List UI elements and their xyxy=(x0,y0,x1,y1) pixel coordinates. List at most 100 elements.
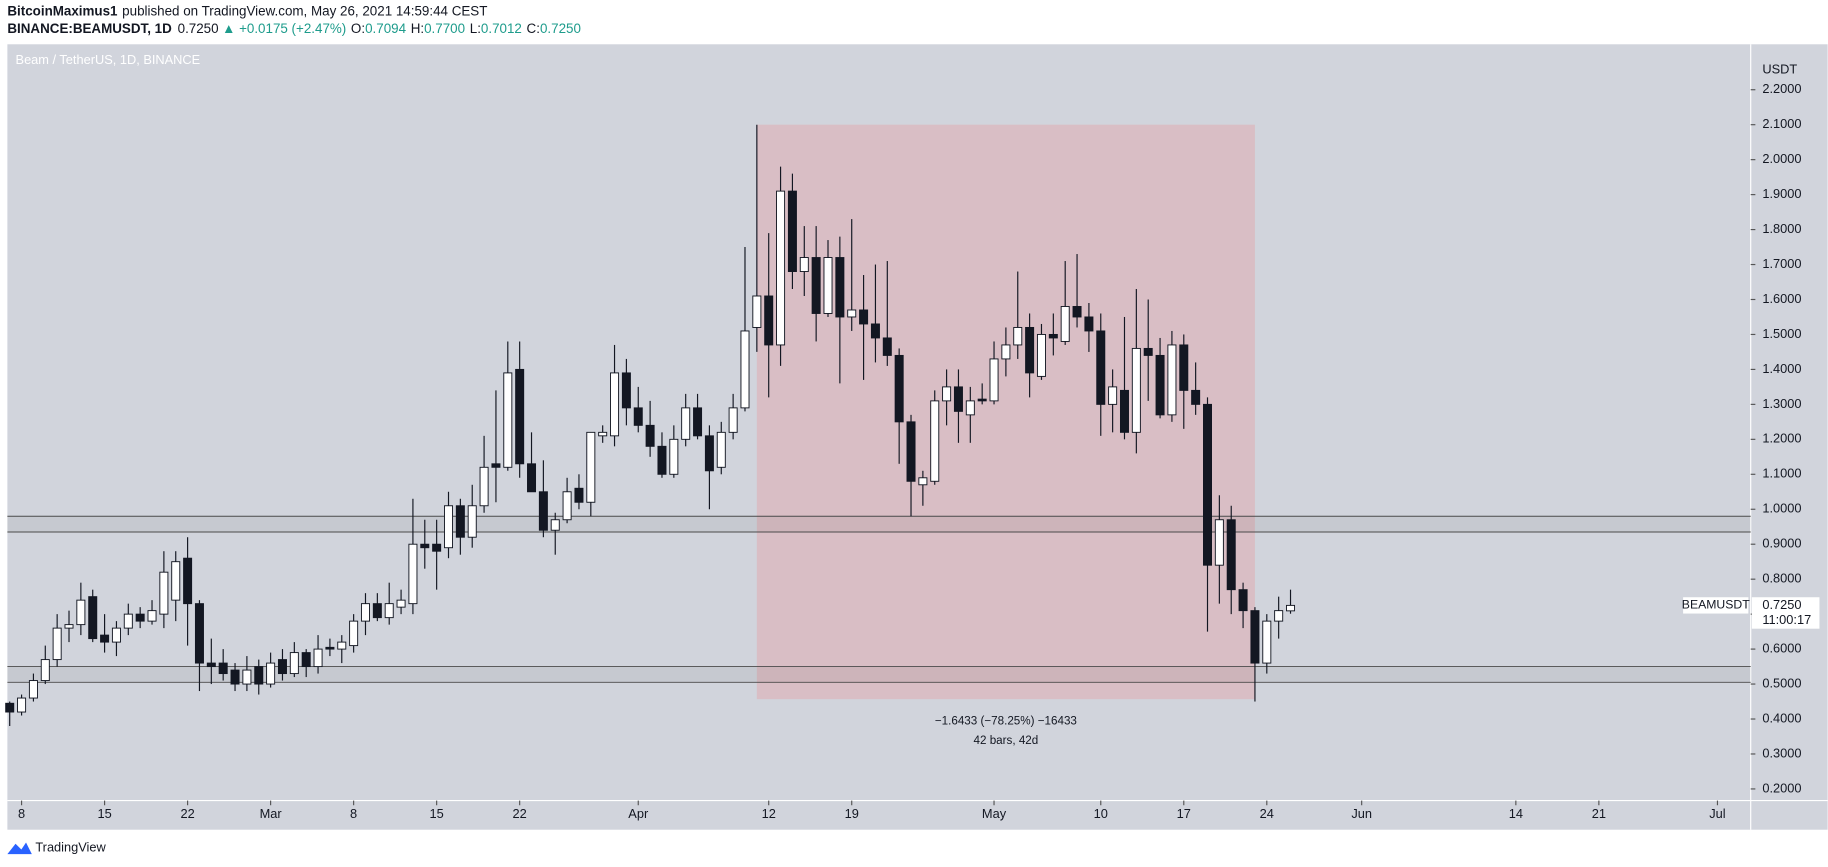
candle-body xyxy=(159,571,169,615)
candle-body xyxy=(194,603,204,664)
x-tick-label: 19 xyxy=(845,806,859,821)
candle-body xyxy=(930,400,940,482)
candle-body xyxy=(360,603,370,622)
zone-band xyxy=(7,516,1751,532)
ohlc-value: 0.7012 xyxy=(481,21,522,36)
candle-body xyxy=(811,257,821,314)
candle-body xyxy=(313,648,323,668)
candle-body xyxy=(503,372,513,468)
candle-body xyxy=(1203,403,1213,566)
candle-body xyxy=(515,368,525,465)
candle-body xyxy=(728,407,738,433)
candle-body xyxy=(681,407,691,440)
candle-body xyxy=(337,641,347,650)
x-tick-label: 8 xyxy=(350,806,357,821)
y-tick-label: 1.4000 xyxy=(1762,361,1801,376)
ohlc-value: 0.7094 xyxy=(365,21,407,36)
candle-body xyxy=(1250,610,1260,664)
candle-body xyxy=(894,354,904,423)
y-tick-label: 1.6000 xyxy=(1762,291,1801,306)
y-tick-label: 1.2000 xyxy=(1762,431,1801,446)
x-tick-label: 15 xyxy=(97,806,111,821)
y-tick-label: 1.5000 xyxy=(1762,326,1801,341)
candle-body xyxy=(17,697,27,713)
candle-body xyxy=(147,610,157,622)
candle-body xyxy=(1119,389,1129,433)
ohlc-label: H: xyxy=(411,21,424,36)
y-tick-label: 1.0000 xyxy=(1762,501,1801,516)
measure-label: −1.6433 (−78.25%) −16433 xyxy=(935,714,1077,727)
candle-body xyxy=(52,627,62,661)
logo xyxy=(7,842,32,855)
candle-body xyxy=(1025,326,1035,374)
candle-body xyxy=(266,662,276,685)
candle-body xyxy=(1131,347,1141,433)
candle-body xyxy=(455,505,465,538)
candle-body xyxy=(444,505,454,549)
candle-body xyxy=(859,309,869,325)
ohlc-value: 0.7250 xyxy=(540,21,581,36)
candle-body xyxy=(870,323,880,339)
candle-body xyxy=(610,372,620,437)
x-tick-label: Apr xyxy=(628,806,649,821)
candle-body xyxy=(135,613,145,622)
candle-body xyxy=(835,257,845,318)
y-tick-label: 0.8000 xyxy=(1762,571,1801,586)
y-tick-label: 0.9000 xyxy=(1762,536,1801,551)
candle-body xyxy=(408,543,418,605)
candle-body xyxy=(989,358,999,402)
candle-body xyxy=(799,257,809,272)
candle-body xyxy=(254,666,264,685)
price-axis-box xyxy=(1751,597,1820,629)
x-tick-label: Jun xyxy=(1351,806,1372,821)
candle-body xyxy=(467,505,477,538)
y-tick-label: 0.5000 xyxy=(1762,675,1801,690)
candle-body xyxy=(527,463,537,493)
chart-title: Beam / TetherUS, 1D, BINANCE xyxy=(16,52,201,67)
price-tag-box xyxy=(1683,597,1749,614)
brand: TradingView xyxy=(35,840,106,855)
candle-body xyxy=(491,463,501,468)
candle-body xyxy=(384,603,394,619)
x-tick-label: May xyxy=(982,806,1007,821)
candle-body xyxy=(1143,347,1153,356)
candle-body xyxy=(787,190,797,272)
candle-body xyxy=(1072,306,1082,318)
y-tick-label: 1.9000 xyxy=(1762,186,1801,201)
candle-body xyxy=(918,477,928,486)
x-tick-label: 22 xyxy=(180,806,194,821)
candle-body xyxy=(100,634,110,643)
y-tick-label: 1.1000 xyxy=(1762,466,1801,481)
ohlc-value: 0.7700 xyxy=(424,21,465,36)
candle-body xyxy=(206,662,216,668)
x-tick-label: Mar xyxy=(260,806,283,821)
published: published on TradingView.com, May 26, 20… xyxy=(122,3,487,18)
candle-body xyxy=(562,491,572,521)
header-line: BitcoinMaximus1 published on TradingView.… xyxy=(7,3,487,18)
candle-body xyxy=(716,431,726,468)
candle-body xyxy=(1286,604,1296,612)
candle-body xyxy=(645,424,655,447)
candle-body xyxy=(1274,610,1284,622)
candle-body xyxy=(965,400,975,416)
candle-body xyxy=(479,466,489,507)
candle-body xyxy=(1096,330,1106,405)
x-tick-label: 12 xyxy=(762,806,776,821)
candle-body xyxy=(764,295,774,346)
y-tick-label: 2.0000 xyxy=(1762,151,1801,166)
candle-body xyxy=(1060,306,1070,342)
candle-body xyxy=(574,487,584,503)
x-tick-label: Jul xyxy=(1709,806,1725,821)
candle-body xyxy=(396,599,406,608)
candle-body xyxy=(230,669,240,685)
candle-body xyxy=(301,652,311,668)
candle-body xyxy=(953,386,963,412)
candle-body xyxy=(171,561,181,601)
candle-body xyxy=(277,659,287,675)
candle-body xyxy=(1191,389,1201,405)
candle-body xyxy=(1179,344,1189,391)
candle-body xyxy=(183,557,193,605)
candle-body xyxy=(752,295,762,328)
candle-body xyxy=(1238,589,1248,612)
